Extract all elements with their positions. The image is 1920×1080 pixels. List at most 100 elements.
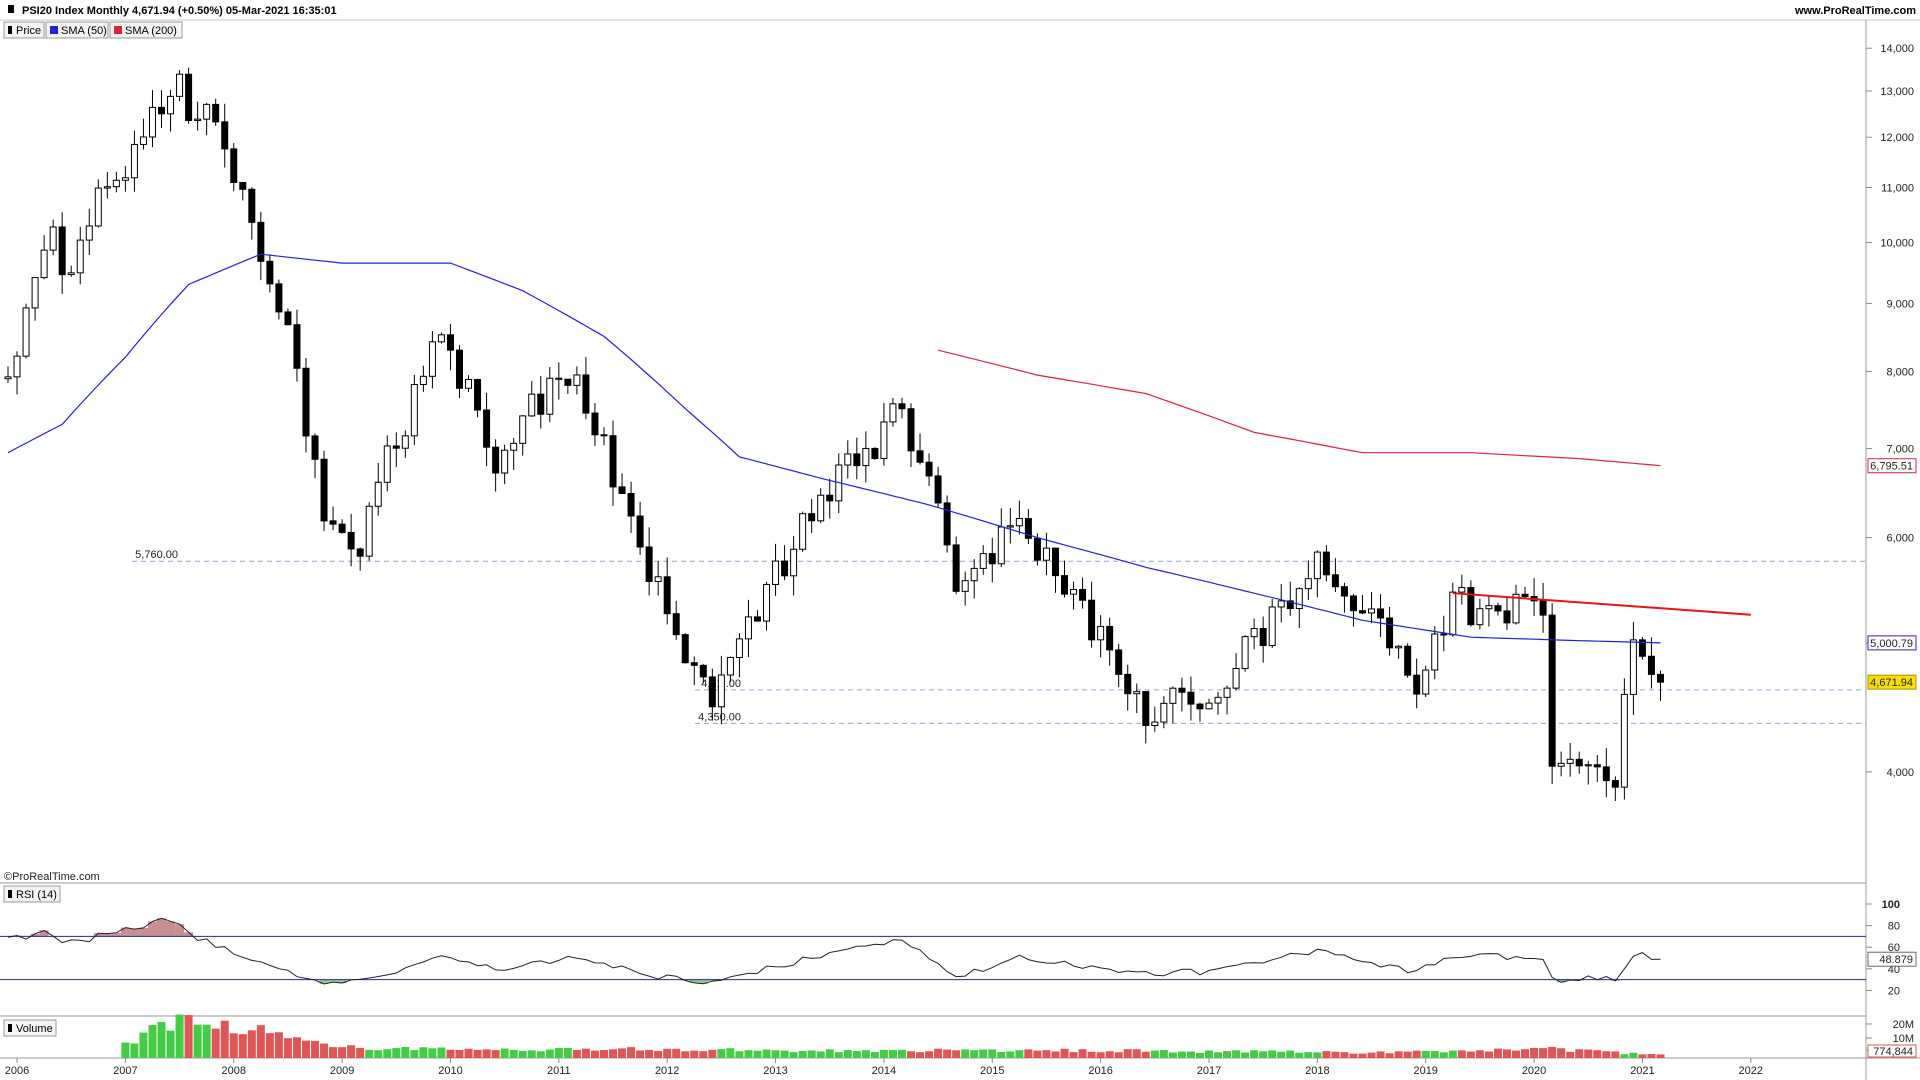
- volume-bar[interactable]: [762, 1049, 771, 1058]
- volume-bar[interactable]: [1033, 1050, 1042, 1058]
- candle[interactable]: [1593, 755, 1601, 782]
- candle[interactable]: [1413, 658, 1421, 709]
- candle[interactable]: [681, 633, 689, 664]
- volume-bar[interactable]: [1439, 1052, 1448, 1058]
- volume-bar[interactable]: [627, 1047, 636, 1058]
- candle[interactable]: [880, 402, 888, 466]
- volume-bar[interactable]: [365, 1049, 374, 1058]
- volume-bar[interactable]: [654, 1051, 663, 1058]
- volume-bar[interactable]: [735, 1051, 744, 1058]
- candle[interactable]: [329, 506, 337, 531]
- candle[interactable]: [1656, 670, 1664, 701]
- volume-bar[interactable]: [121, 1042, 130, 1058]
- rsi-line[interactable]: [7, 917, 1661, 985]
- candle[interactable]: [600, 427, 608, 446]
- candle[interactable]: [1395, 644, 1403, 659]
- candle[interactable]: [1467, 580, 1475, 627]
- candle[interactable]: [934, 466, 942, 508]
- candle[interactable]: [826, 478, 834, 519]
- candle[interactable]: [961, 571, 969, 606]
- candle[interactable]: [1142, 691, 1150, 744]
- candle[interactable]: [979, 545, 987, 575]
- volume-bar[interactable]: [247, 1030, 256, 1058]
- candle[interactable]: [1503, 597, 1511, 630]
- volume-bar[interactable]: [563, 1047, 572, 1058]
- candle[interactable]: [573, 366, 581, 395]
- volume-bar[interactable]: [1006, 1051, 1015, 1058]
- volume-bar[interactable]: [1358, 1053, 1367, 1058]
- volume-bar[interactable]: [1141, 1051, 1150, 1058]
- candle[interactable]: [1458, 574, 1466, 605]
- volume-bar[interactable]: [1412, 1050, 1421, 1058]
- volume-bar[interactable]: [1502, 1049, 1511, 1058]
- candle[interactable]: [1024, 509, 1032, 545]
- volume-bar[interactable]: [1593, 1050, 1602, 1058]
- candle[interactable]: [1476, 598, 1484, 630]
- volume-bar[interactable]: [320, 1043, 329, 1058]
- volume-bar[interactable]: [1186, 1051, 1195, 1058]
- candle[interactable]: [799, 511, 807, 552]
- volume-bar[interactable]: [834, 1052, 843, 1058]
- candle[interactable]: [203, 102, 211, 136]
- candle[interactable]: [1557, 751, 1565, 777]
- volume-bar[interactable]: [1475, 1050, 1484, 1058]
- volume-bar[interactable]: [798, 1050, 807, 1058]
- candle[interactable]: [997, 508, 1005, 568]
- candle[interactable]: [663, 557, 671, 625]
- candle[interactable]: [699, 664, 707, 684]
- volume-bar[interactable]: [202, 1024, 211, 1058]
- candle[interactable]: [582, 357, 590, 420]
- candle[interactable]: [302, 357, 310, 453]
- candle[interactable]: [284, 308, 292, 326]
- candle[interactable]: [13, 351, 21, 395]
- candle[interactable]: [988, 537, 996, 583]
- volume-pane[interactable]: [121, 1014, 1665, 1058]
- volume-bar[interactable]: [771, 1050, 780, 1058]
- candle[interactable]: [275, 279, 283, 320]
- candle[interactable]: [1377, 594, 1385, 638]
- volume-bar[interactable]: [1349, 1053, 1358, 1058]
- candle[interactable]: [1178, 677, 1186, 712]
- volume-bar[interactable]: [1214, 1052, 1223, 1058]
- candle[interactable]: [1548, 603, 1556, 785]
- candle[interactable]: [1322, 545, 1330, 582]
- candle[interactable]: [690, 656, 698, 686]
- volume-bar[interactable]: [274, 1032, 283, 1058]
- candle[interactable]: [708, 668, 716, 721]
- candle[interactable]: [1097, 615, 1105, 658]
- candle[interactable]: [753, 610, 761, 622]
- volume-bar[interactable]: [554, 1048, 563, 1058]
- legend-sma50[interactable]: SMA (50): [45, 21, 109, 39]
- volume-bar[interactable]: [1295, 1052, 1304, 1058]
- candle[interactable]: [1196, 702, 1204, 722]
- candle[interactable]: [22, 303, 30, 359]
- volume-bar[interactable]: [1638, 1054, 1647, 1058]
- volume-bar[interactable]: [1123, 1049, 1132, 1058]
- candle[interactable]: [898, 397, 906, 419]
- candle[interactable]: [1088, 581, 1096, 648]
- candle[interactable]: [1223, 685, 1231, 715]
- volume-bar[interactable]: [816, 1051, 825, 1058]
- volume-bar[interactable]: [410, 1050, 419, 1058]
- volume-bar[interactable]: [1051, 1051, 1060, 1058]
- volume-bar[interactable]: [1024, 1049, 1033, 1058]
- candle[interactable]: [772, 543, 780, 596]
- volume-bar[interactable]: [1376, 1051, 1385, 1058]
- candle[interactable]: [1232, 653, 1240, 691]
- volume-bar[interactable]: [238, 1034, 247, 1058]
- volume-bar[interactable]: [1331, 1051, 1340, 1058]
- candle[interactable]: [103, 171, 111, 199]
- volume-bar[interactable]: [1512, 1050, 1521, 1058]
- candle[interactable]: [528, 381, 536, 417]
- volume-bar[interactable]: [753, 1050, 762, 1058]
- candle[interactable]: [1205, 698, 1213, 710]
- volume-bar[interactable]: [1530, 1047, 1539, 1058]
- volume-bar[interactable]: [1557, 1048, 1566, 1058]
- volume-bar[interactable]: [1340, 1052, 1349, 1058]
- volume-bar[interactable]: [356, 1047, 365, 1058]
- candle[interactable]: [1051, 547, 1059, 593]
- volume-bar[interactable]: [311, 1040, 320, 1058]
- candle[interactable]: [437, 332, 445, 344]
- volume-bar[interactable]: [1168, 1052, 1177, 1058]
- candle[interactable]: [817, 488, 825, 524]
